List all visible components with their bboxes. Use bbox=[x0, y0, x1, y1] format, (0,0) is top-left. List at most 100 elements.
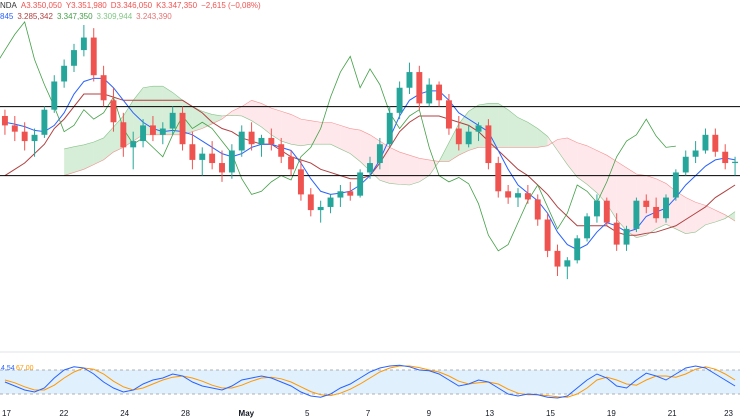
candle-body bbox=[436, 84, 443, 101]
x-tick-label: 22 bbox=[59, 409, 68, 418]
candle bbox=[100, 65, 107, 107]
candle-body bbox=[317, 206, 324, 211]
cloud-segment bbox=[64, 146, 74, 176]
open-value: A3.350,050 bbox=[20, 1, 62, 10]
candle bbox=[149, 115, 156, 142]
stochastic-panel: 4,54 67,00 bbox=[0, 364, 740, 399]
ichimoku-v3: 3.347,350 bbox=[56, 12, 93, 21]
cloud-segment bbox=[340, 125, 351, 154]
candle bbox=[376, 137, 383, 170]
ichimoku-v4: 3.309,944 bbox=[96, 12, 133, 21]
cloud-segment bbox=[498, 103, 509, 148]
candle bbox=[465, 125, 472, 148]
x-tick-label: 28 bbox=[181, 409, 190, 418]
candle bbox=[337, 185, 344, 207]
x-tick-label: 7 bbox=[366, 409, 371, 418]
candle-body bbox=[100, 75, 107, 101]
candle bbox=[41, 106, 48, 138]
candle bbox=[732, 156, 739, 176]
low-value: D3.346,050 bbox=[110, 1, 153, 10]
candle bbox=[593, 194, 600, 223]
candle bbox=[80, 25, 87, 57]
cloud-segment bbox=[152, 86, 163, 135]
candle-body bbox=[593, 200, 600, 217]
candle bbox=[416, 65, 423, 110]
candle-body bbox=[613, 222, 620, 245]
cloud-segment bbox=[261, 103, 272, 135]
cloud-segment bbox=[300, 119, 311, 146]
cloud-segment bbox=[251, 100, 262, 127]
candle-body bbox=[337, 191, 344, 198]
cloud-segment bbox=[231, 106, 242, 116]
ichimoku-v1: 845 bbox=[0, 12, 14, 21]
candle bbox=[110, 87, 117, 132]
candle bbox=[90, 28, 97, 82]
candle bbox=[357, 169, 364, 198]
candle bbox=[228, 144, 235, 179]
candle-body bbox=[61, 65, 68, 82]
candle bbox=[317, 200, 324, 223]
senkou-a-line bbox=[64, 85, 736, 239]
candle bbox=[406, 62, 413, 95]
candle-body bbox=[544, 219, 551, 251]
candle bbox=[159, 122, 166, 145]
candle-body bbox=[278, 144, 285, 157]
senkou-b-line bbox=[64, 99, 736, 222]
candle bbox=[11, 115, 18, 142]
candle-body bbox=[219, 163, 225, 173]
candle-body bbox=[445, 100, 452, 129]
cloud-segment bbox=[212, 114, 222, 124]
candle-body bbox=[189, 144, 196, 160]
candle-body bbox=[564, 260, 571, 267]
candle bbox=[613, 213, 620, 251]
candle-body bbox=[732, 161, 739, 164]
candle bbox=[278, 137, 285, 164]
cloud-segment bbox=[616, 161, 627, 231]
candle-body bbox=[386, 112, 393, 145]
cloud-segment bbox=[596, 150, 607, 204]
stoch-band bbox=[0, 370, 740, 394]
ohlc-legend: NDA A3.350,050 Y3.351,980 D3.346,050 K3.347,… bbox=[0, 1, 265, 11]
candle-body bbox=[692, 150, 699, 157]
candle bbox=[268, 128, 275, 151]
cloud-segment bbox=[399, 152, 410, 185]
candle-body bbox=[633, 200, 640, 229]
x-tick-label: 19 bbox=[607, 409, 616, 418]
candle bbox=[436, 81, 443, 107]
candle bbox=[426, 78, 433, 107]
cloud-segment bbox=[518, 117, 528, 148]
candle-body bbox=[574, 238, 581, 261]
candle bbox=[633, 197, 640, 233]
candle bbox=[445, 94, 452, 135]
candle-body bbox=[71, 50, 77, 66]
cloud-segment bbox=[350, 128, 361, 162]
candle bbox=[712, 128, 719, 157]
cloud-segment bbox=[291, 114, 301, 146]
candle bbox=[524, 185, 531, 204]
candle-body bbox=[663, 197, 669, 219]
candle-body bbox=[426, 84, 433, 104]
candle bbox=[515, 188, 521, 207]
cloud-segment bbox=[577, 142, 588, 185]
x-tick-label: May bbox=[239, 409, 255, 418]
candle-body bbox=[1, 115, 8, 126]
candle bbox=[297, 159, 304, 201]
candle bbox=[584, 213, 591, 242]
candle-body bbox=[367, 163, 373, 173]
cloud-segment bbox=[508, 109, 518, 148]
candle bbox=[702, 128, 709, 154]
stoch-k-line bbox=[4, 364, 736, 399]
candle-body bbox=[712, 134, 719, 152]
cloud-segment bbox=[725, 211, 736, 222]
candle-body bbox=[80, 37, 87, 51]
candle-body bbox=[90, 37, 97, 76]
candle bbox=[643, 194, 650, 214]
chikou-line bbox=[0, 20, 676, 252]
x-tick-label: 23 bbox=[724, 409, 733, 418]
candle-body bbox=[130, 141, 137, 148]
x-tick-label: 9 bbox=[427, 409, 432, 418]
candle-body bbox=[199, 153, 206, 160]
x-tick-label: 17 bbox=[2, 409, 11, 418]
candle bbox=[1, 109, 8, 135]
